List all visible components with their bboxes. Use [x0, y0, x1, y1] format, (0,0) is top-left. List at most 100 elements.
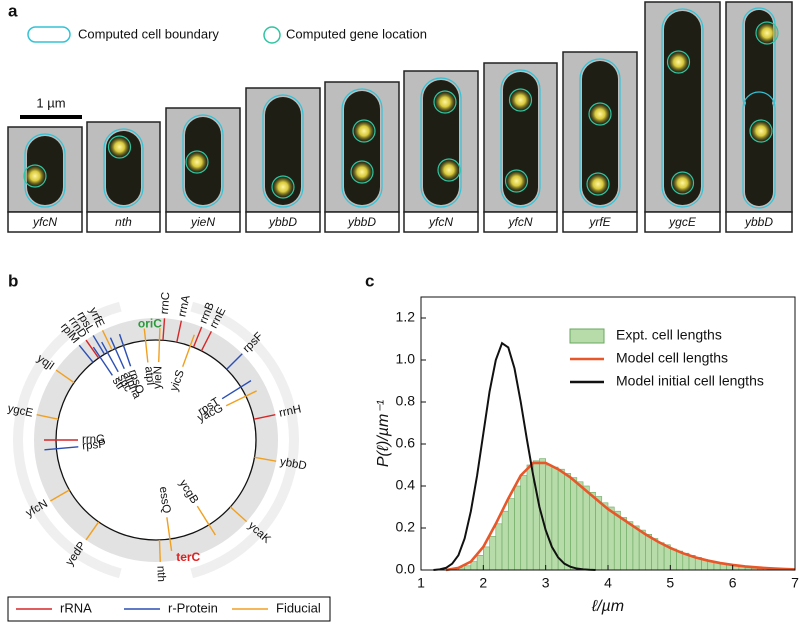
histogram-bar — [595, 496, 603, 571]
gene-tick — [166, 517, 173, 552]
legend-text: Model cell lengths — [616, 350, 728, 366]
y-tick-label: 0.4 — [396, 477, 416, 493]
cell-label-box — [245, 211, 321, 233]
gene-tick — [44, 446, 79, 451]
gene-location — [755, 21, 779, 45]
cell-label-box — [165, 211, 241, 233]
legend-boundary-icon — [27, 26, 71, 43]
gene-location — [271, 175, 295, 199]
gene-spot — [587, 173, 609, 195]
histogram-bar — [489, 536, 497, 571]
gene-label: rrnA — [176, 294, 192, 318]
gene-spot — [272, 176, 294, 198]
gene-tick — [49, 489, 70, 502]
x-tick-label: 4 — [604, 575, 612, 591]
gene-location — [433, 90, 457, 114]
x-tick-label: 2 — [479, 575, 487, 591]
gene-tick — [192, 326, 203, 348]
gene-tick — [182, 334, 195, 367]
gene-spot — [671, 172, 694, 194]
x-tick-label: 5 — [666, 575, 674, 591]
gene-tick — [229, 506, 248, 523]
gene-tick — [143, 328, 149, 363]
cell-label-box — [725, 211, 793, 233]
gene-location — [588, 102, 612, 126]
histogram-bar — [501, 510, 509, 571]
gene-label: rrnG — [82, 434, 105, 446]
cell-label: yfcN — [428, 215, 453, 229]
legend-text: Computed cell boundary — [78, 26, 219, 41]
histogram-bar — [545, 464, 553, 571]
gene-tick — [85, 521, 100, 541]
gene-tick — [92, 346, 113, 376]
legend-swatch — [569, 328, 605, 344]
cell-boundary — [182, 114, 224, 208]
gene-location — [504, 169, 529, 193]
gene-spot — [24, 165, 46, 187]
histogram-bar — [539, 458, 546, 571]
gene-tick — [109, 337, 125, 370]
gene-location — [666, 50, 691, 74]
histogram-bar — [576, 481, 584, 571]
gene-spot — [186, 151, 208, 173]
gene-tick — [55, 369, 75, 384]
y-tick-label: 0.8 — [396, 393, 416, 409]
x-tick-label: 7 — [791, 575, 799, 591]
cell-body — [265, 97, 301, 205]
histogram-bar — [557, 468, 565, 571]
cell-label-box — [483, 211, 558, 233]
histogram-bar — [470, 561, 478, 571]
model-curve — [433, 341, 596, 571]
x-tick-label: 6 — [729, 575, 737, 591]
cell-label-box — [324, 211, 400, 233]
histogram-bar — [651, 538, 659, 571]
gene-tick — [158, 539, 161, 562]
gene-label: rrnH — [278, 403, 302, 419]
gene-spot — [353, 120, 375, 142]
cell-boundary — [341, 88, 383, 208]
gene-tick — [101, 341, 119, 373]
cell-boundary — [103, 128, 144, 208]
cell-boundary — [742, 91, 776, 209]
gene-tick — [253, 413, 276, 420]
legend-text: r-Protein — [168, 600, 218, 615]
cell-label-box — [7, 211, 83, 233]
gene-tick — [200, 330, 213, 352]
histogram-bar — [520, 475, 528, 571]
legend-gene-icon — [263, 26, 281, 44]
panel-label: a — [8, 1, 18, 20]
histogram-bar — [507, 498, 515, 571]
cell-body — [745, 94, 773, 206]
gene-label: ybbD — [279, 456, 308, 472]
gene-location — [350, 160, 374, 184]
gene-label: rrnC — [159, 292, 173, 315]
gene-location — [508, 88, 533, 112]
cell-label: ybbD — [268, 215, 297, 229]
gene-location — [352, 119, 376, 143]
cell-body — [582, 61, 618, 205]
outer-arc — [190, 301, 299, 579]
gene-spot — [589, 103, 611, 125]
histogram-bar — [620, 517, 628, 571]
gene-label: essQ — [157, 486, 173, 514]
cell-label: yieN — [190, 215, 215, 229]
gene-tick — [118, 333, 132, 367]
histogram-bar — [632, 525, 640, 571]
cell-label: yfcN — [32, 215, 57, 229]
cell-label-box — [403, 211, 479, 233]
histogram-bar — [582, 485, 590, 571]
origin-label: oriC — [138, 316, 162, 330]
histogram-bar — [570, 477, 578, 571]
cell-boundary — [579, 58, 621, 208]
gene-location — [23, 164, 47, 188]
gene-tick — [36, 413, 59, 420]
panel-label: b — [8, 271, 18, 290]
cell-label: ybbD — [744, 215, 773, 229]
histogram-bar — [564, 473, 571, 571]
y-tick-label: 1.0 — [396, 351, 416, 367]
histogram-bar — [476, 554, 484, 571]
histogram-bar — [495, 523, 503, 571]
cell-label: ygcE — [668, 215, 697, 229]
histogram-bar — [638, 529, 646, 571]
